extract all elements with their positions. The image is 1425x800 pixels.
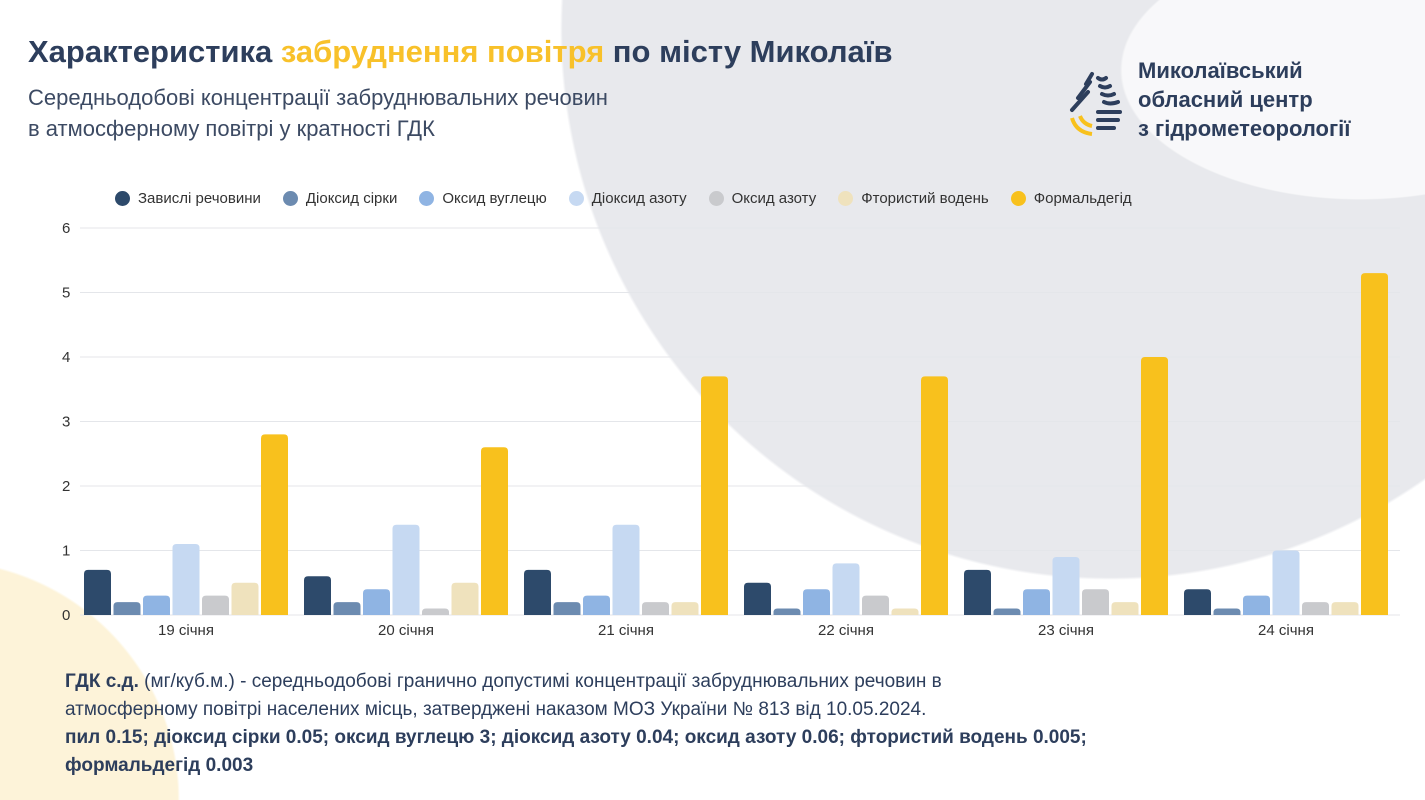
legend-swatch: [708, 191, 724, 206]
bar: [333, 602, 361, 615]
footnote: ГДК с.д. (мг/куб.м.) - середньодобові гр…: [65, 671, 1087, 776]
legend-swatch: [115, 191, 130, 206]
page-subtitle: Середньодобові концентрації забруднюваль…: [28, 85, 608, 141]
bar: [1111, 602, 1139, 615]
legend-swatch: [838, 191, 854, 206]
bar: [451, 582, 479, 615]
bar: [612, 524, 640, 615]
x-tick-label: 23 січня: [1038, 622, 1094, 639]
bar: [1361, 273, 1388, 615]
bar: [113, 602, 141, 615]
bar: [744, 582, 771, 615]
bar: [993, 608, 1021, 615]
bar-chart: 0 1 2 3 4 5 6 19 січня 20 січня 21 січня 22 січня 2…: [62, 220, 1400, 639]
bar: [921, 376, 948, 615]
legend-label: Діоксид сірки: [305, 190, 398, 207]
legend-swatch: [1010, 191, 1026, 206]
legend-label: Фтористий водень: [861, 190, 989, 207]
legend-item: Завислі речовини: [115, 190, 261, 207]
bar: [1141, 357, 1168, 615]
bar: [891, 608, 919, 615]
bar: [172, 544, 200, 615]
x-tick-label: 21 січня: [598, 622, 654, 639]
hydromet-logo-icon: [1070, 72, 1122, 136]
bar: [422, 608, 449, 615]
bar: [1184, 589, 1211, 615]
legend-item: Формальдегід: [1010, 190, 1132, 207]
y-tick-label: 2: [62, 478, 70, 495]
bar: [1082, 589, 1109, 615]
bar: [84, 569, 111, 615]
x-tick-label: 20 січня: [378, 622, 434, 639]
organization-name: Миколаївський обласний центр з гідрометеор…: [1138, 58, 1351, 141]
legend-item: Діоксид сірки: [282, 190, 398, 207]
y-tick-label: 1: [62, 543, 70, 560]
bar: [1023, 589, 1050, 615]
bar: [392, 524, 420, 615]
legend-label: Діоксид азоту: [591, 190, 687, 207]
bar: [964, 569, 991, 615]
chart-legend: Завислі речовини Діоксид сірки Оксид вугле…: [115, 190, 1154, 207]
x-tick-label: 19 січня: [158, 622, 214, 639]
x-tick-label: 22 січня: [818, 622, 874, 639]
y-tick-label: 0: [62, 607, 70, 624]
bar: [363, 589, 390, 615]
bar: [304, 576, 331, 615]
y-tick-label: 5: [62, 285, 70, 302]
y-tick-label: 6: [62, 220, 70, 237]
bar: [1213, 608, 1241, 615]
bar: [202, 595, 229, 615]
bar: [701, 376, 728, 615]
legend-item: Оксид вуглецю: [419, 190, 547, 207]
legend-label: Формальдегід: [1033, 190, 1132, 207]
bar: [231, 582, 259, 615]
legend-swatch: [568, 191, 584, 206]
legend-item: Фтористий водень: [838, 190, 989, 207]
legend-swatch: [282, 191, 298, 206]
legend-item: Діоксид азоту: [568, 190, 687, 207]
bar: [1272, 550, 1300, 615]
legend-swatch: [419, 191, 435, 206]
bar: [583, 595, 610, 615]
y-tick-label: 4: [62, 349, 70, 366]
bar: [1052, 556, 1080, 615]
bar: [553, 602, 581, 615]
bar: [642, 602, 669, 615]
bar: [481, 447, 508, 615]
legend-label: Оксид вуглецю: [442, 190, 547, 207]
legend-label: Оксид азоту: [731, 190, 817, 207]
x-tick-label: 24 січня: [1258, 622, 1314, 639]
legend-item: Оксид азоту: [708, 190, 817, 207]
page-title: Характеристика забруднення повітря по мі…: [28, 34, 893, 69]
bar: [803, 589, 830, 615]
bar: [671, 602, 699, 615]
bar: [143, 595, 170, 615]
bar: [1331, 602, 1359, 615]
legend-label: Завислі речовини: [138, 190, 261, 207]
bar: [524, 569, 551, 615]
bar: [862, 595, 889, 615]
bar: [261, 434, 288, 615]
bar: [832, 563, 860, 615]
bar: [1302, 602, 1329, 615]
bar: [773, 608, 801, 615]
bar: [1243, 595, 1270, 615]
y-tick-label: 3: [62, 414, 70, 431]
